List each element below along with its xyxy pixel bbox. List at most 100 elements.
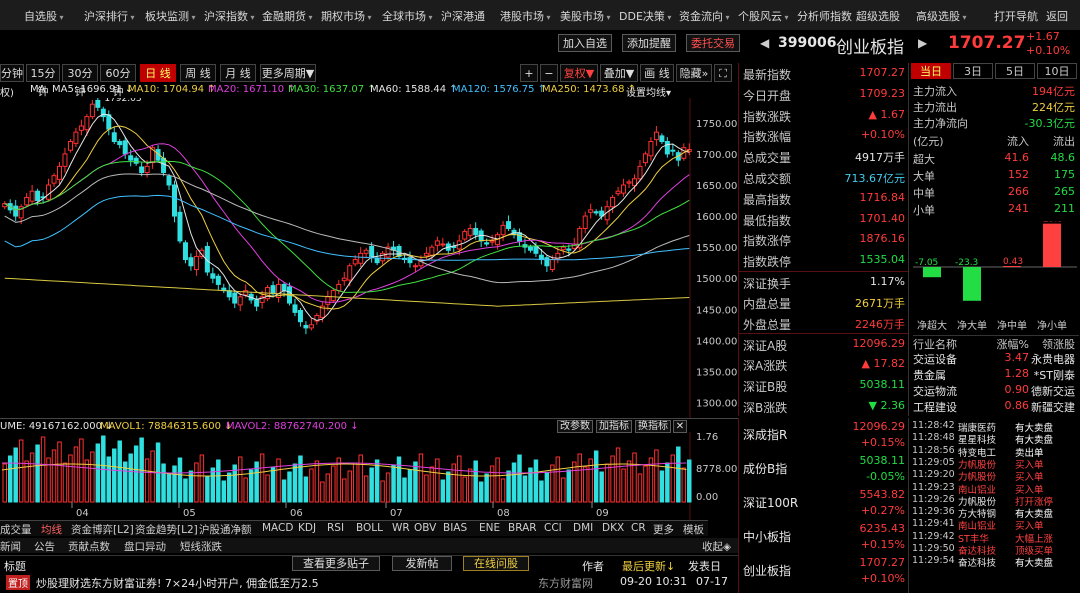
- online-ask-button[interactable]: 在线问股: [463, 556, 529, 571]
- news-tab-0[interactable]: 新闻: [0, 541, 21, 553]
- menu-item-15[interactable]: 高级选股: [916, 8, 967, 24]
- indicator-tab-3[interactable]: 资金趋势[L2]: [135, 524, 198, 536]
- menu-item-8[interactable]: 港股市场: [500, 8, 551, 24]
- indicator-tab-0[interactable]: 成交量: [0, 524, 32, 536]
- period-tab-5[interactable]: 周 线: [180, 64, 216, 82]
- news-tab-2[interactable]: 贡献点数: [68, 541, 110, 553]
- period-tab-4[interactable]: 日 线: [140, 64, 176, 82]
- news-tab-1[interactable]: 公告: [34, 541, 55, 553]
- prev-stock-icon[interactable]: ◀: [760, 36, 770, 50]
- ma-legend-item-9[interactable]: 设置均线▾: [626, 88, 672, 99]
- index-name[interactable]: 创业板指: [743, 564, 792, 578]
- switch-indicator-button[interactable]: 换指标: [635, 420, 671, 433]
- indicator-tab-15[interactable]: DMI: [573, 522, 594, 534]
- industry-row[interactable]: 交运设备 3.47 永贵电器: [913, 351, 1079, 367]
- add-watchlist-button[interactable]: 加入自选: [558, 34, 612, 52]
- volume-chart[interactable]: 1.76 8778.00 0.00 04 05 06 07 08 09: [0, 432, 738, 520]
- news-list-item[interactable]: 置顶 炒股理财选东方财富证券! 7×24小时开户, 佣金低至万2.5 东方财富网…: [0, 573, 738, 593]
- indicator-tab-5[interactable]: MACD: [262, 522, 294, 534]
- menu-item-6[interactable]: 全球市场: [382, 8, 433, 24]
- chart-tool-1[interactable]: −: [540, 64, 558, 82]
- indicator-tab-13[interactable]: BRAR: [508, 522, 537, 534]
- tick-alert-row[interactable]: 11:29:05 力帆股份 买入单: [912, 457, 1078, 471]
- menu-item-3[interactable]: 沪深指数: [204, 8, 255, 24]
- indicator-tab-10[interactable]: OBV: [414, 522, 437, 534]
- tick-alert-row[interactable]: 11:29:20 力帆股份 买入单: [912, 469, 1078, 483]
- add-alert-button[interactable]: 添加提醒: [622, 34, 676, 52]
- menu-item-12[interactable]: 个股风云: [738, 8, 789, 24]
- tick-alert-row[interactable]: 11:29:36 方大特钢 有大卖盘: [912, 506, 1078, 520]
- news-tab-4[interactable]: 短线涨跌: [180, 541, 222, 553]
- menu-item-14[interactable]: 超级选股: [856, 10, 900, 23]
- menu-item-0[interactable]: 自选股: [24, 8, 64, 24]
- tick-alert-row[interactable]: 11:28:56 特变电工 卖出单: [912, 445, 1078, 459]
- menu-item-2[interactable]: 板块监测: [145, 8, 196, 24]
- indicator-tab-2[interactable]: 资金博弈[L2]: [71, 524, 134, 536]
- period-tab-0[interactable]: 分钟: [0, 64, 24, 82]
- chart-tool-6[interactable]: ⛶: [714, 64, 732, 82]
- close-indicator-icon[interactable]: ✕: [673, 420, 687, 433]
- tick-alert-row[interactable]: 11:29:23 南山铝业 买入单: [912, 482, 1078, 496]
- indicator-tab-17[interactable]: CR: [631, 522, 646, 534]
- menu-item-16[interactable]: 打开导航: [994, 10, 1038, 23]
- news-tab-3[interactable]: 盘口异动: [124, 541, 166, 553]
- indicator-tab-7[interactable]: RSI: [327, 522, 345, 534]
- menu-item-5[interactable]: 期权市场: [321, 8, 372, 24]
- indicator-tab-19[interactable]: 模板: [683, 524, 704, 536]
- menu-item-9[interactable]: 美股市场: [560, 8, 611, 24]
- chart-tool-5[interactable]: 隐藏»: [676, 64, 712, 82]
- index-name[interactable]: 深证100R: [743, 496, 799, 510]
- menu-item-17[interactable]: 返回: [1046, 10, 1068, 23]
- fund-tab-3[interactable]: 10日: [1037, 63, 1077, 79]
- tick-alert-row[interactable]: 11:28:42 瑞康医药 有大卖盘: [912, 420, 1078, 434]
- next-stock-icon[interactable]: ▶: [918, 36, 928, 50]
- indicator-tab-6[interactable]: KDJ: [298, 522, 317, 534]
- period-tab-1[interactable]: 15分钟: [26, 64, 60, 98]
- tick-alert-row[interactable]: 11:29:26 力帆股份 打开涨停: [912, 494, 1078, 508]
- chart-tool-3[interactable]: 叠加▼: [600, 64, 638, 82]
- indicator-tab-12[interactable]: ENE: [479, 522, 501, 534]
- indicator-tab-4[interactable]: 沪股通净额: [199, 524, 252, 536]
- chart-tool-4[interactable]: 画 线: [640, 64, 674, 82]
- indicator-tab-1[interactable]: 均线: [41, 524, 62, 536]
- new-post-button[interactable]: 发新帖: [392, 556, 452, 571]
- menu-item-13[interactable]: 分析师指数: [797, 10, 852, 23]
- industry-row[interactable]: 贵金属 1.28 *ST刚泰: [913, 367, 1079, 383]
- tick-alert-row[interactable]: 11:29:50 奋达科技 顶级买单: [912, 543, 1078, 557]
- collapse-button[interactable]: 收起◈: [702, 541, 732, 553]
- fund-tab-1[interactable]: 3日: [953, 63, 993, 79]
- index-name[interactable]: 中小板指: [743, 530, 792, 544]
- index-name[interactable]: 成份B指: [743, 462, 788, 476]
- fund-tab-2[interactable]: 5日: [995, 63, 1035, 79]
- index-name[interactable]: 深成指R: [743, 428, 788, 442]
- fund-tab-0[interactable]: 当日: [911, 63, 951, 79]
- latest-update-header[interactable]: 最后更新↓: [622, 560, 676, 573]
- edit-params-button[interactable]: 改参数: [557, 420, 593, 433]
- candlestick-chart[interactable]: 1750.00 1700.00 1650.00 1600.00 1550.00 1500.…: [0, 98, 738, 418]
- indicator-tab-16[interactable]: DKX: [602, 522, 625, 534]
- menu-item-4[interactable]: 金融期货: [262, 8, 313, 24]
- view-more-posts-button[interactable]: 查看更多贴子: [292, 556, 380, 571]
- add-indicator-button[interactable]: 加指标: [596, 420, 632, 433]
- menu-item-1[interactable]: 沪深排行: [84, 8, 135, 24]
- chart-tool-0[interactable]: +: [520, 64, 538, 82]
- indicator-tab-9[interactable]: WR: [392, 522, 410, 534]
- menu-item-7[interactable]: 沪深港通: [441, 10, 485, 23]
- indicator-tab-11[interactable]: BIAS: [443, 522, 468, 534]
- industry-row[interactable]: 交运物流 0.90 德新交运: [913, 383, 1079, 399]
- indicator-tab-14[interactable]: CCI: [544, 522, 562, 534]
- tick-alert-row[interactable]: 11:29:54 奋达科技 有大卖盘: [912, 555, 1078, 569]
- industry-row[interactable]: 工程建设 0.86 新疆交建: [913, 399, 1079, 415]
- period-tab-7[interactable]: 更多周期▼: [260, 64, 316, 82]
- chart-tool-2[interactable]: 复权▼: [560, 64, 598, 82]
- trade-button[interactable]: 委托交易: [686, 34, 740, 52]
- indicator-tab-18[interactable]: 更多: [653, 524, 674, 536]
- menu-item-10[interactable]: DDE决策: [619, 8, 671, 24]
- tick-alert-row[interactable]: 11:28:48 星星科技 有大卖盘: [912, 432, 1078, 446]
- tick-alert-row[interactable]: 11:29:41 南山铝业 买入单: [912, 518, 1078, 532]
- tick-alert-row[interactable]: 11:29:42 ST丰华 大幅上涨: [912, 531, 1078, 545]
- news-title[interactable]: 炒股理财选东方财富证券! 7×24小时开户, 佣金低至万2.5: [36, 577, 319, 590]
- period-tab-6[interactable]: 月 线: [220, 64, 256, 82]
- menu-item-11[interactable]: 资金流向: [679, 8, 730, 24]
- indicator-tab-8[interactable]: BOLL: [356, 522, 383, 534]
